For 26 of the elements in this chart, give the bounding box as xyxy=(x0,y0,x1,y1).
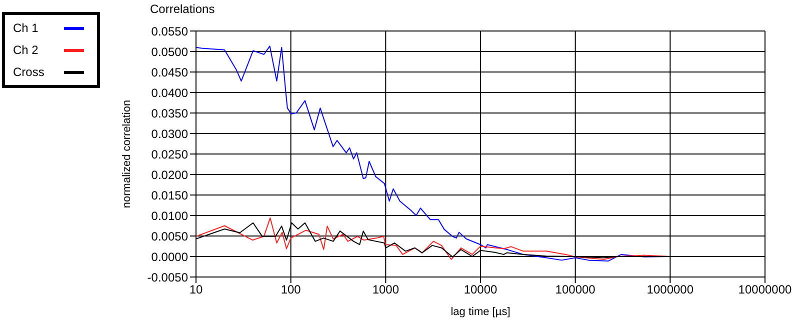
legend-label: Ch 2 xyxy=(12,43,40,57)
x-tick-label: 100000 xyxy=(555,282,596,297)
x-tick-label: 100 xyxy=(280,282,302,297)
x-tick-label: 1000 xyxy=(372,282,400,297)
y-tick-label: 0.0250 xyxy=(151,147,188,162)
legend-label: Ch 1 xyxy=(12,21,40,35)
y-tick-label: 0.0350 xyxy=(151,106,188,120)
x-tick-label: 10000 xyxy=(464,282,498,297)
y-axis-title: normalized correlation xyxy=(120,100,133,208)
y-tick-label: 0.0450 xyxy=(151,65,188,80)
y-tick-label: 0.0400 xyxy=(151,86,188,100)
x-tick-label: 1000000 xyxy=(646,282,694,297)
y-tick-label: 0.0050 xyxy=(151,229,188,244)
y-tick-label: 0.0100 xyxy=(151,208,188,223)
y-tick-label: 0.0500 xyxy=(151,44,188,59)
x-tick-label: 10 xyxy=(189,282,203,297)
legend-label: Cross xyxy=(12,65,46,79)
chart-title: Correlations xyxy=(150,2,215,16)
y-tick-label: -0.0050 xyxy=(147,270,188,284)
y-tick-label: 0.0150 xyxy=(151,188,188,202)
y-tick-label: 0.0000 xyxy=(151,250,188,264)
y-tick-label: 0.0200 xyxy=(151,168,188,182)
x-tick-label: 10000000 xyxy=(738,282,792,297)
y-tick-label: 0.0300 xyxy=(151,126,188,141)
y-tick-label: 0.0550 xyxy=(151,24,188,38)
x-axis-title: lag time [µs] xyxy=(450,306,510,318)
